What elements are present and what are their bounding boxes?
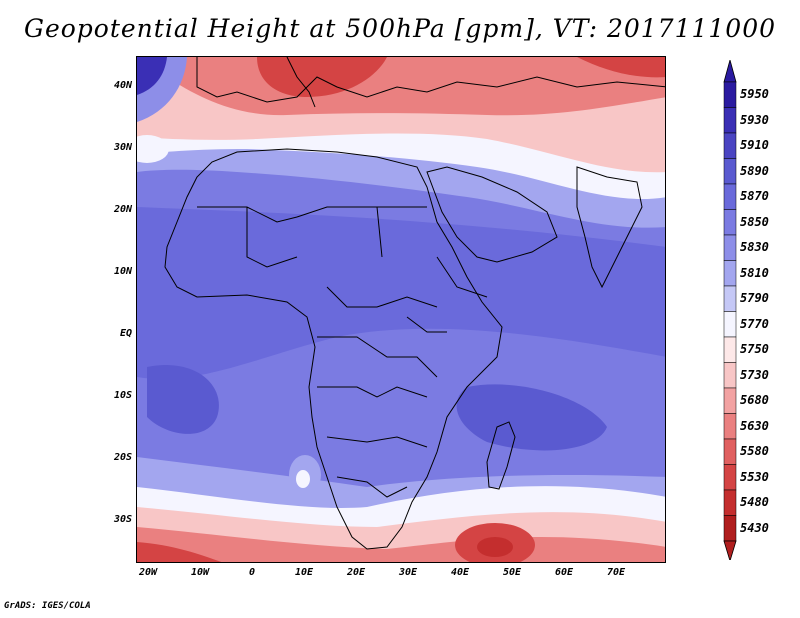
italy-outline xyxy=(286,57,316,108)
lat-label-30n: 30N xyxy=(113,142,132,153)
lon-label-0: 0 xyxy=(248,567,256,578)
lon-label-60e: 60E xyxy=(554,567,574,578)
band-south-deep-red-west xyxy=(137,542,222,562)
colorbar-label-5810: 5810 xyxy=(740,265,769,280)
south-low-core xyxy=(477,537,513,557)
colorbar-label-5910: 5910 xyxy=(740,138,769,152)
colorbar-label-5850: 5850 xyxy=(740,214,769,229)
colorbar-arrow-bottom xyxy=(723,540,737,560)
central-dark-blue xyxy=(137,207,665,379)
colorbar-label-5790: 5790 xyxy=(740,291,769,305)
colorbar-swatch-5430 xyxy=(723,515,737,542)
colorbar-swatch-5790 xyxy=(723,285,737,312)
colorbar-label-5830: 5830 xyxy=(740,240,769,254)
colorbar-label-5680: 5680 xyxy=(740,393,769,407)
india-outline xyxy=(576,166,643,289)
lon-label-10w: 10W xyxy=(190,567,210,578)
lat-label-30s: 30S xyxy=(113,514,132,525)
lat-label-20n: 20N xyxy=(113,204,132,215)
border-6 xyxy=(317,336,438,378)
lat-label-40n: 40N xyxy=(113,80,132,91)
lon-label-50e: 50E xyxy=(502,567,522,578)
lon-label-70e: 70E xyxy=(606,567,626,578)
colorbar-label-5630: 5630 xyxy=(740,418,769,433)
colorbar xyxy=(723,60,737,560)
nw-deep-blue xyxy=(137,57,167,95)
africa-outline xyxy=(164,148,503,550)
colorbar-swatch-5810 xyxy=(723,260,737,287)
border-5 xyxy=(326,286,438,308)
colorbar-label-5750: 5750 xyxy=(740,342,769,356)
lat-label-eq: EQ xyxy=(119,328,132,339)
colorbar-label-5430: 5430 xyxy=(740,520,769,535)
colorbar-swatch-5630 xyxy=(723,413,737,440)
footer-credit: GrADS: IGES/COLA xyxy=(4,601,91,611)
colorbar-label-5870: 5870 xyxy=(740,189,769,203)
colorbar-label-5950: 5950 xyxy=(740,87,769,101)
coastlines xyxy=(164,57,665,550)
band-north-deep-red-east xyxy=(577,57,665,78)
indian-dark-blue xyxy=(456,384,607,451)
lat-label-20s: 20S xyxy=(113,452,132,463)
colorbar-label-5530: 5530 xyxy=(740,469,769,484)
colorbar-swatch-5890 xyxy=(723,158,737,185)
border-8 xyxy=(326,436,428,448)
colorbar-swatch-5530 xyxy=(723,464,737,491)
colorbar-swatch-5770 xyxy=(723,311,737,338)
colorbar-label-5890: 5890 xyxy=(740,163,769,178)
lon-label-20e: 20E xyxy=(346,567,366,578)
border-11 xyxy=(406,316,447,333)
white-bubble-southwest xyxy=(296,470,310,488)
colorbar-label-5770: 5770 xyxy=(740,316,769,331)
band-north-deep-red xyxy=(257,57,387,97)
lon-label-20w: 20W xyxy=(138,567,158,578)
border-10 xyxy=(436,256,488,298)
ocean-dark-blue xyxy=(147,365,219,434)
colorbar-arrow-top xyxy=(723,60,737,83)
border-3 xyxy=(296,206,383,258)
colorbar-swatch-5730 xyxy=(723,362,737,389)
madagascar-outline xyxy=(486,421,516,490)
colorbar-label-5730: 5730 xyxy=(740,367,769,382)
colorbar-swatch-5830 xyxy=(723,234,737,261)
colorbar-swatch-5930 xyxy=(723,107,737,134)
colorbar-swatch-5580 xyxy=(723,438,737,465)
lon-label-10e: 10E xyxy=(294,567,314,578)
colorbar-swatch-5480 xyxy=(723,489,737,516)
colorbar-swatch-5910 xyxy=(723,132,737,159)
colorbar-swatch-5750 xyxy=(723,336,737,363)
west-white-bubble xyxy=(137,135,169,163)
colorbar-swatch-5870 xyxy=(723,183,737,210)
border-1 xyxy=(197,206,298,223)
chart-title: Geopotential Height at 500hPa [gpm], VT:… xyxy=(23,14,777,43)
map-panel xyxy=(136,56,666,563)
border-9 xyxy=(336,476,408,498)
border-7 xyxy=(317,386,428,398)
colorbar-label-5480: 5480 xyxy=(740,495,769,509)
colorbar-swatch-5950 xyxy=(723,81,737,108)
arabia-outline xyxy=(426,166,558,263)
colorbar-label-5580: 5580 xyxy=(740,444,769,458)
colorbar-swatch-5680 xyxy=(723,387,737,414)
lon-label-40e: 40E xyxy=(450,567,470,578)
lon-label-30e: 30E xyxy=(398,567,418,578)
lat-label-10n: 10N xyxy=(113,266,132,277)
map-svg xyxy=(137,57,665,562)
lat-label-10s: 10S xyxy=(113,390,132,401)
colorbar-label-5930: 5930 xyxy=(740,112,769,127)
border-2 xyxy=(246,207,298,268)
colorbar-swatch-5850 xyxy=(723,209,737,236)
band-south-red xyxy=(137,527,665,562)
europe-outline xyxy=(196,57,665,103)
